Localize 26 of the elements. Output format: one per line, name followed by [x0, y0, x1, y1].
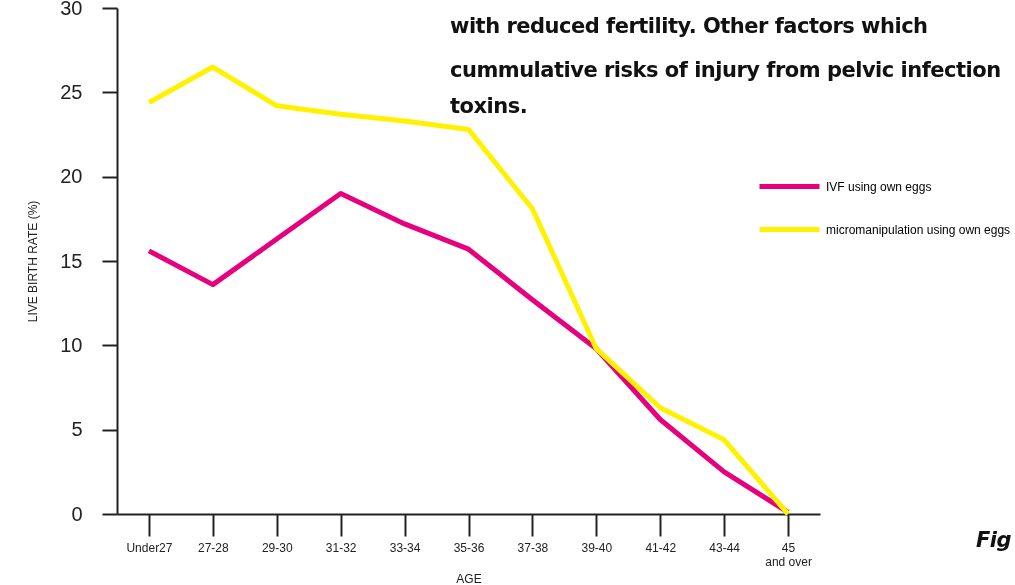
x-tick-label: 31-32	[325, 540, 357, 555]
x-tick-label: 33-34	[389, 540, 421, 555]
x-tick-label: 37-38	[517, 540, 549, 555]
annotation: with reduced fertility. Other factors which	[450, 14, 928, 38]
x-tick-label: 41-42	[645, 540, 677, 555]
x-tick-label: 45 and over	[765, 540, 812, 569]
y-tick-label: 0	[71, 502, 83, 525]
y-tick-label: 5	[71, 418, 83, 441]
y-tick-label: 25	[60, 80, 83, 103]
annotation: toxins.	[450, 94, 528, 118]
x-axis-title: AGE	[456, 571, 482, 585]
x-tick-label: 27-28	[198, 540, 230, 555]
legend-label: micromanipulation using own eggs	[826, 222, 1011, 237]
annotation: cummulative risks of injury from pelvic infection	[450, 58, 1001, 82]
legend-label: IVF using own eggs	[826, 179, 932, 194]
x-tick-label: 35-36	[453, 540, 485, 555]
x-tick-label: 29-30	[261, 540, 293, 555]
y-tick-label: 10	[60, 333, 83, 356]
y-tick-label: 30	[60, 0, 83, 19]
y-axis-title: LIVE BIRTH RATE (%)	[26, 200, 41, 323]
y-tick-label: 15	[60, 249, 83, 272]
x-tick-label: 43-44	[709, 540, 741, 555]
text: Fig	[976, 528, 1012, 552]
x-tick-label: 39-40	[581, 540, 613, 555]
y-tick-label: 20	[60, 165, 83, 188]
x-tick-label: Under27	[126, 540, 173, 555]
